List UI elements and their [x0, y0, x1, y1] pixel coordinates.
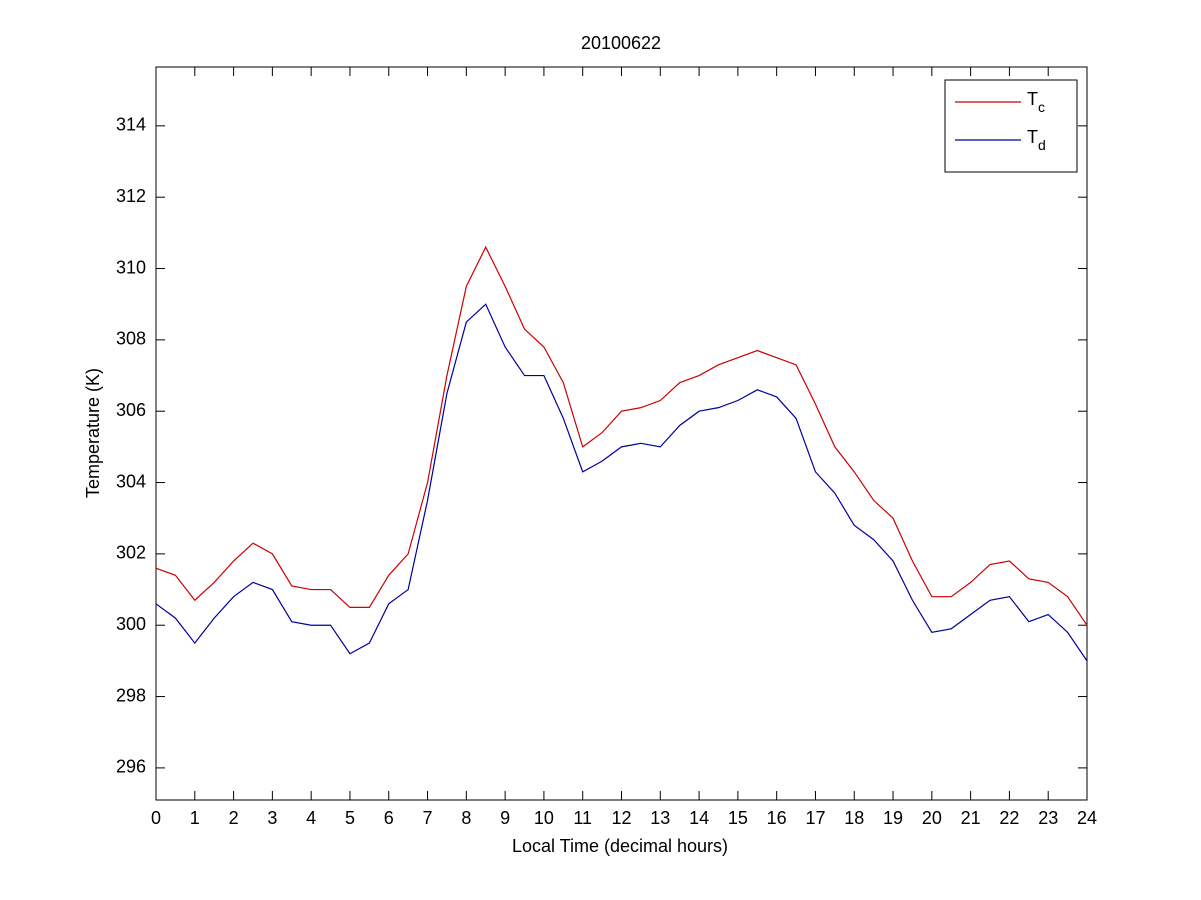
x-tick-label: 4 [306, 808, 316, 828]
y-tick-label: 308 [116, 329, 146, 349]
x-tick-label: 6 [384, 808, 394, 828]
y-tick-label: 306 [116, 400, 146, 420]
y-tick-label: 314 [116, 115, 146, 135]
y-tick-label: 302 [116, 543, 146, 563]
x-tick-label: 20 [922, 808, 942, 828]
x-tick-label: 14 [689, 808, 709, 828]
x-tick-label: 17 [805, 808, 825, 828]
x-tick-label: 10 [534, 808, 554, 828]
x-tick-label: 8 [461, 808, 471, 828]
y-tick-label: 312 [116, 186, 146, 206]
x-tick-label: 16 [767, 808, 787, 828]
x-tick-label: 18 [844, 808, 864, 828]
x-tick-label: 9 [500, 808, 510, 828]
legend-box [944, 79, 1078, 173]
x-tick-label: 2 [229, 808, 239, 828]
x-tick-label: 11 [573, 808, 592, 828]
x-tick-label: 5 [345, 808, 355, 828]
x-tick-label: 3 [267, 808, 277, 828]
y-tick-label: 300 [116, 614, 146, 634]
x-tick-label: 1 [190, 808, 200, 828]
legend-label: Td [1027, 127, 1046, 153]
x-tick-label: 0 [151, 808, 161, 828]
x-tick-label: 12 [611, 808, 631, 828]
x-tick-label: 23 [1038, 808, 1058, 828]
y-tick-label: 296 [116, 757, 146, 777]
x-axis-label: Local Time (decimal hours) [512, 836, 728, 856]
x-tick-label: 24 [1077, 808, 1097, 828]
line-series [155, 245, 1088, 626]
x-tick-label: 13 [650, 808, 670, 828]
y-tick-label: 298 [116, 685, 146, 705]
x-tick-label: 19 [883, 808, 903, 828]
y-axis-label: Temperature (K) [83, 368, 103, 498]
x-tick-label: 7 [423, 808, 433, 828]
x-tick-label: 21 [961, 808, 981, 828]
chart-title: 20100622 [581, 33, 661, 53]
y-tick-label: 304 [116, 471, 146, 491]
line-series [155, 303, 1088, 662]
y-tick-label: 310 [116, 257, 146, 277]
x-tick-label: 22 [999, 808, 1019, 828]
legend-label: Tc [1027, 89, 1045, 115]
x-tick-label: 15 [728, 808, 748, 828]
